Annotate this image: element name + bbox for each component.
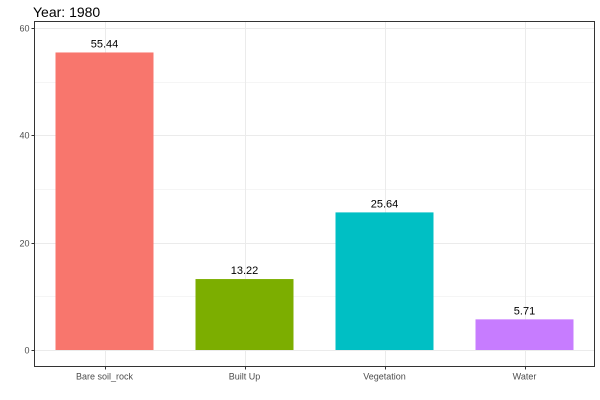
- bar-value-label: 55.44: [91, 38, 119, 50]
- x-tick-label: Built Up: [229, 372, 261, 382]
- bar-value-label: 13.22: [231, 265, 259, 277]
- x-tick-label: Water: [513, 372, 537, 382]
- y-tick-label: 40: [19, 131, 29, 141]
- y-tick-label: 0: [24, 346, 29, 356]
- bar-water: [475, 319, 574, 350]
- value-labels: 55.44 13.22 25.64 5.71: [91, 38, 535, 317]
- plot-border: [34, 21, 595, 367]
- y-axis: 0 20 40 60: [19, 24, 35, 356]
- x-axis: Bare soil_rock Built Up Vegetation Water: [76, 366, 537, 382]
- chart-title: Year: 1980: [33, 4, 100, 20]
- x-tick-label: Vegetation: [363, 372, 406, 382]
- bar-built-up: [195, 279, 294, 350]
- bar-bare-soil-rock: [55, 52, 154, 351]
- y-tick-label: 60: [19, 24, 29, 34]
- bar-value-label: 25.64: [371, 198, 399, 210]
- bars: [55, 52, 574, 351]
- bar-value-label: 5.71: [514, 305, 535, 317]
- x-tick-label: Bare soil_rock: [76, 372, 134, 382]
- y-tick-label: 20: [19, 239, 29, 249]
- bar-vegetation: [335, 212, 434, 350]
